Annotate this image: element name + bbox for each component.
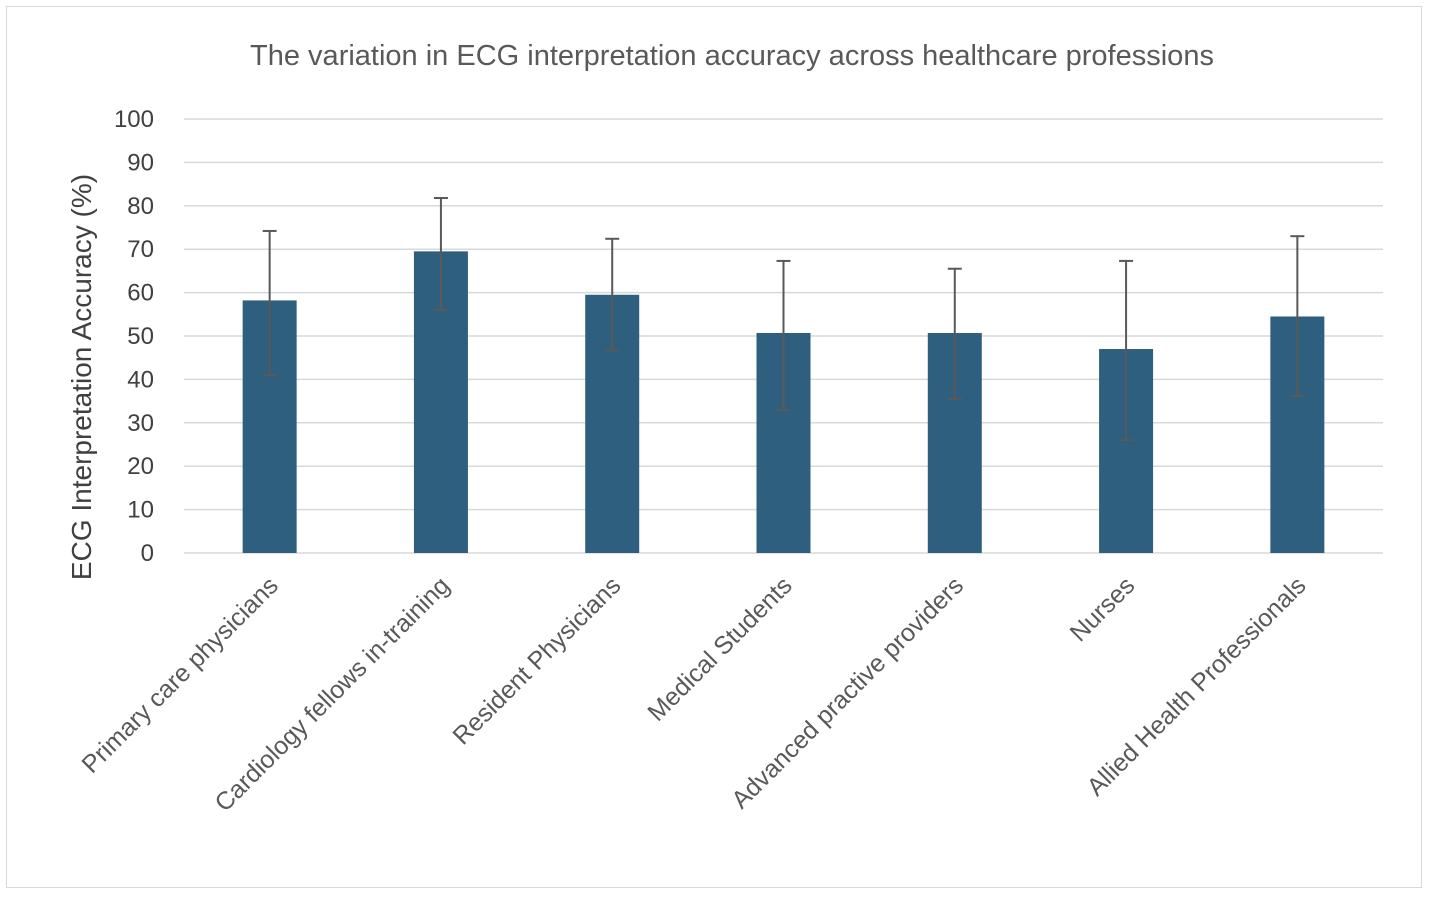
bars (242, 251, 1325, 553)
y-tick-label: 20 (127, 453, 154, 480)
chart-title: The variation in ECG interpretation accu… (250, 40, 1214, 72)
x-tick-label: Resident Physicians (447, 571, 626, 750)
y-tick-label: 70 (127, 236, 154, 263)
error-bars (262, 196, 1305, 442)
y-tick-label: 30 (127, 410, 154, 437)
y-tick-label: 60 (127, 280, 154, 307)
chart: The variation in ECG interpretation accu… (66, 40, 1383, 817)
y-tick-label: 10 (127, 497, 154, 524)
y-tick-label: 90 (127, 149, 154, 176)
y-axis-label: ECG Interpretation Accuracy (%) (66, 174, 97, 580)
x-tick-label: Medical Students (642, 571, 797, 726)
y-tick-label: 80 (127, 193, 154, 220)
chart-frame: The variation in ECG interpretation accu… (6, 6, 1422, 888)
x-tick-label: Nurses (1065, 571, 1141, 647)
y-tick-label: 0 (141, 540, 154, 567)
y-axis-ticks: 0 10 20 30 40 50 60 70 80 90 100 (114, 106, 154, 567)
y-tick-label: 100 (114, 106, 154, 133)
y-tick-label: 40 (127, 366, 154, 393)
x-tick-label: Primary care physicians (76, 571, 283, 778)
y-tick-label: 50 (127, 323, 154, 350)
